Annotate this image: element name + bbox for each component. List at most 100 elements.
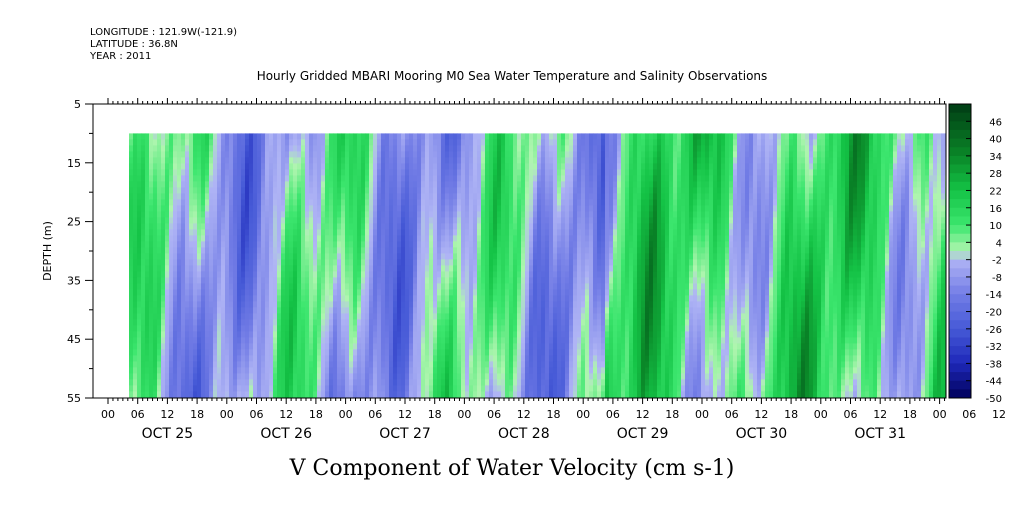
heatmap-cell [337, 157, 342, 164]
heatmap-cell [277, 235, 282, 242]
heatmap-cell [253, 337, 258, 344]
heatmap-cell [405, 385, 410, 392]
heatmap-cell [549, 193, 554, 200]
heatmap-cell [145, 283, 150, 290]
heatmap-cell [233, 313, 238, 320]
heatmap-cell [225, 349, 230, 356]
heatmap-cell [249, 259, 254, 266]
heatmap-cell [489, 235, 494, 242]
heatmap-cell [505, 199, 510, 206]
heatmap-cell [509, 169, 514, 176]
heatmap-cell [405, 247, 410, 254]
heatmap-cell [385, 391, 390, 398]
heatmap-cell [561, 253, 566, 260]
heatmap-cell [309, 253, 314, 260]
heatmap-cell [553, 133, 558, 140]
heatmap-cell [241, 283, 246, 290]
heatmap-cell [433, 205, 438, 212]
heatmap-cell [137, 391, 142, 398]
heatmap-cell [441, 325, 446, 332]
heatmap-cell [453, 307, 458, 314]
heatmap-cell [233, 145, 238, 152]
heatmap-cell [337, 247, 342, 254]
heatmap-cell [509, 241, 514, 248]
heatmap-cell [189, 361, 194, 368]
heatmap-cell [301, 169, 306, 176]
heatmap-cell [401, 349, 406, 356]
heatmap-cell [349, 343, 354, 350]
heatmap-cell [569, 319, 574, 326]
heatmap-cell [293, 211, 298, 218]
heatmap-cell [501, 181, 506, 188]
heatmap-cell [277, 277, 282, 284]
heatmap-cell [277, 241, 282, 248]
heatmap-cell [221, 223, 226, 230]
heatmap-cell [421, 235, 426, 242]
heatmap-cell [565, 271, 570, 278]
heatmap-cell [361, 139, 366, 146]
heatmap-cell [501, 283, 506, 290]
heatmap-cell [485, 331, 490, 338]
heatmap-cell [369, 193, 374, 200]
heatmap-cell [405, 319, 410, 326]
heatmap-cell [377, 241, 382, 248]
heatmap-cell [381, 133, 386, 140]
heatmap-cell [269, 235, 274, 242]
heatmap-cell [397, 163, 402, 170]
heatmap-cell [477, 235, 482, 242]
heatmap-cell [365, 151, 370, 158]
heatmap-cell [445, 325, 450, 332]
heatmap-cell [353, 391, 358, 398]
heatmap-cell [285, 211, 290, 218]
heatmap-cell [389, 379, 394, 386]
heatmap-cell [257, 313, 262, 320]
heatmap-cell [481, 157, 486, 164]
heatmap-cell [569, 379, 574, 386]
heatmap-cell [297, 199, 302, 206]
heatmap-cell [221, 139, 226, 146]
heatmap-cell [469, 241, 474, 248]
heatmap-cell [129, 337, 134, 344]
heatmap-cell [397, 277, 402, 284]
heatmap-cell [189, 265, 194, 272]
heatmap-cell [357, 319, 362, 326]
heatmap-cell [553, 373, 558, 380]
heatmap-cell [329, 301, 334, 308]
heatmap-cell [145, 187, 150, 194]
heatmap-cell [253, 223, 258, 230]
heatmap-cell [513, 235, 518, 242]
heatmap-cell [481, 163, 486, 170]
heatmap-cell [333, 151, 338, 158]
heatmap-cell [297, 379, 302, 386]
heatmap-cell [257, 235, 262, 242]
heatmap-cell [309, 355, 314, 362]
heatmap-cell [521, 343, 526, 350]
heatmap-cell [533, 223, 538, 230]
heatmap-cell [365, 205, 370, 212]
heatmap-cell [457, 133, 462, 140]
heatmap-cell [505, 349, 510, 356]
heatmap-cell [321, 379, 326, 386]
heatmap-cell [197, 277, 202, 284]
heatmap-cell [385, 283, 390, 290]
heatmap-cell [505, 253, 510, 260]
heatmap-cell [345, 349, 350, 356]
heatmap-cell [137, 265, 142, 272]
heatmap-cell [129, 385, 134, 392]
heatmap-cell [429, 379, 434, 386]
heatmap-cell [341, 325, 346, 332]
heatmap-cell [341, 193, 346, 200]
heatmap-cell [233, 259, 238, 266]
heatmap-cell [425, 247, 430, 254]
heatmap-cell [477, 307, 482, 314]
heatmap-cell [449, 211, 454, 218]
heatmap-cell [413, 187, 418, 194]
heatmap-cell [237, 343, 242, 350]
heatmap-cell [205, 301, 210, 308]
heatmap-cell [377, 199, 382, 206]
heatmap-cell [321, 289, 326, 296]
heatmap-cell [225, 223, 230, 230]
heatmap-cell [157, 169, 162, 176]
heatmap-cell [149, 211, 154, 218]
heatmap-cell [233, 349, 238, 356]
